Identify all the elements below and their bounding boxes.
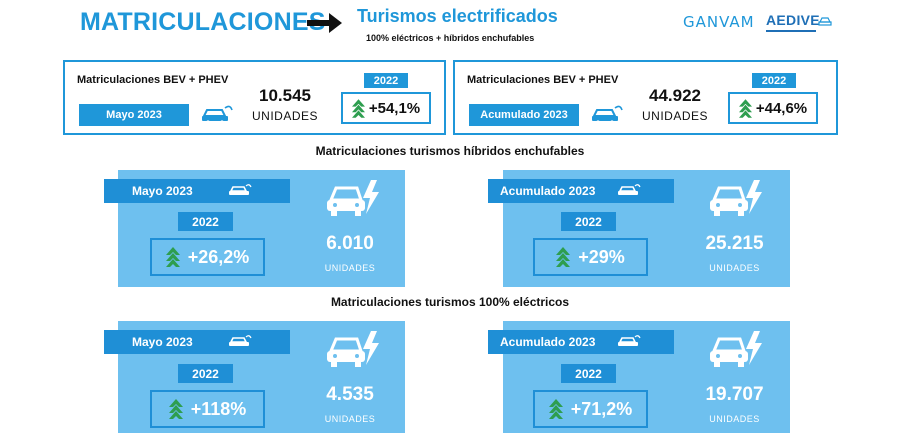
summary-value: 44.922 xyxy=(649,86,701,105)
panel-unit: UNIDADES xyxy=(709,414,760,424)
up-arrow-icon xyxy=(168,399,183,419)
electric-car-icon xyxy=(710,331,762,367)
up-arrow-icon xyxy=(738,98,752,118)
period-tag: Acumulado 2023 xyxy=(488,179,674,203)
year-tag: 2022 xyxy=(561,364,616,383)
change-box: +29% xyxy=(533,238,648,276)
period-label: Acumulado 2023 xyxy=(500,184,596,198)
change-box: +44,6% xyxy=(728,92,818,124)
period-tag: Acumulado 2023 xyxy=(469,104,579,126)
aedive-logo-underline xyxy=(766,30,816,32)
panel-unit: UNIDADES xyxy=(709,263,760,273)
section-title-bev: Matriculaciones turismos 100% eléctricos xyxy=(330,295,570,309)
change-box: +54,1% xyxy=(341,92,431,124)
panel-value: 4.535 xyxy=(326,384,374,405)
year-tag: 2022 xyxy=(178,212,233,231)
panel-value: 25.215 xyxy=(705,233,764,254)
change-value: +54,1% xyxy=(368,99,421,117)
period-label: Acumulado 2023 xyxy=(500,335,596,349)
plug-car-icon xyxy=(618,335,641,346)
page-subtitle-note: 100% eléctricos + híbridos enchufables xyxy=(366,33,535,43)
change-value: +71,2% xyxy=(570,398,633,419)
panel-unit: UNIDADES xyxy=(324,414,376,424)
up-arrow-icon xyxy=(556,247,571,267)
summary-card-accumulated: Matriculaciones BEV + PHEV Acumulado 202… xyxy=(453,60,838,135)
period-label: Mayo 2023 xyxy=(132,335,193,349)
change-box: +71,2% xyxy=(533,390,648,428)
summary-unit: UNIDADES xyxy=(251,109,318,123)
year-tag: 2022 xyxy=(364,73,408,88)
change-value: +29% xyxy=(578,246,625,267)
aedive-logo: AEDIVE xyxy=(766,12,820,28)
plug-car-icon xyxy=(229,335,252,346)
electric-car-icon xyxy=(710,180,762,216)
page-subtitle: Turismos electrificados xyxy=(357,6,558,26)
summary-card-may: Matriculaciones BEV + PHEV Mayo 2023 10.… xyxy=(63,60,446,135)
change-value: +118% xyxy=(190,398,247,419)
plug-car-icon xyxy=(592,105,623,124)
summary-value: 10.545 xyxy=(259,86,311,105)
period-tag: Acumulado 2023 xyxy=(488,330,674,354)
plug-car-icon xyxy=(618,184,641,195)
change-box: +118% xyxy=(150,390,265,428)
electric-car-icon xyxy=(327,331,379,367)
up-arrow-icon xyxy=(165,247,180,267)
plug-car-icon xyxy=(229,184,252,195)
summary-card-label: Matriculaciones BEV + PHEV xyxy=(77,74,229,86)
plug-car-icon xyxy=(202,105,233,124)
arrow-right-icon xyxy=(307,13,342,33)
period-tag: Mayo 2023 xyxy=(79,104,189,126)
change-value: +26,2% xyxy=(187,246,250,267)
summary-card-label: Matriculaciones BEV + PHEV xyxy=(467,74,619,86)
panel-unit: UNIDADES xyxy=(324,263,376,273)
period-label: Mayo 2023 xyxy=(132,184,193,198)
up-arrow-icon xyxy=(351,98,365,118)
summary-unit: UNIDADES xyxy=(641,109,708,123)
panel-value: 19.707 xyxy=(705,384,764,405)
ganvam-logo: GANVAM xyxy=(683,13,755,31)
change-box: +26,2% xyxy=(150,238,265,276)
period-tag: Mayo 2023 xyxy=(104,330,290,354)
section-title-phev: Matriculaciones turismos híbridos enchuf… xyxy=(315,144,585,158)
change-value: +44,6% xyxy=(755,99,808,117)
year-tag: 2022 xyxy=(178,364,233,383)
electric-car-icon xyxy=(327,180,379,216)
year-tag: 2022 xyxy=(561,212,616,231)
year-tag: 2022 xyxy=(752,73,796,88)
aedive-car-icon xyxy=(818,17,832,26)
page-title: MATRICULACIONES xyxy=(80,8,326,36)
period-tag: Mayo 2023 xyxy=(104,179,290,203)
panel-value: 6.010 xyxy=(326,233,374,254)
up-arrow-icon xyxy=(548,399,563,419)
